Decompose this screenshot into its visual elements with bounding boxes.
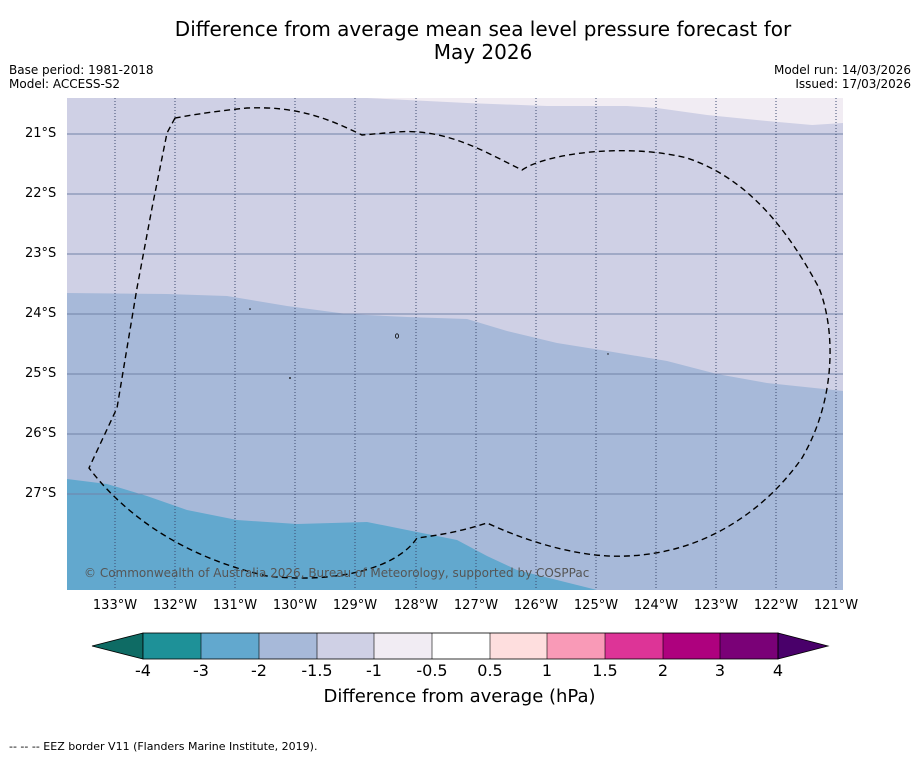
lat-label: 22°S: [25, 186, 57, 201]
colorbar-seg: [317, 633, 374, 659]
colorbar-seg: [490, 633, 547, 659]
colorbar-seg: [547, 633, 605, 659]
model-name: Model: ACCESS-S2: [9, 77, 121, 91]
lon-label: 123°W: [693, 598, 739, 613]
lon-label: 122°W: [753, 598, 799, 613]
colorbar-tick: -2: [251, 661, 267, 680]
colorbar-tick: -0.5: [416, 661, 448, 680]
lon-gridlines: [114, 98, 837, 590]
base-period: Base period: 1981-2018: [9, 63, 154, 77]
colorbar-seg: [143, 633, 201, 659]
band-neg1-5: [67, 293, 843, 590]
colorbar-tick: -3: [193, 661, 209, 680]
band-neg0-5: [367, 98, 843, 125]
map-panel: [67, 98, 843, 590]
colorbar-seg: [432, 633, 490, 659]
colorbar-tick: -1: [366, 661, 382, 680]
colorbar-tick: 1.5: [592, 661, 618, 680]
eez-legend: -- -- -- EEZ border V11 (Flanders Marine…: [9, 740, 318, 753]
colorbar-tick: 4: [772, 661, 784, 680]
lon-label: 126°W: [513, 598, 559, 613]
band-neg2: [67, 479, 597, 590]
colorbar-seg: [201, 633, 259, 659]
lon-label: 130°W: [272, 598, 318, 613]
issued-date: Issued: 17/03/2026: [795, 77, 911, 91]
lat-label: 25°S: [25, 366, 57, 381]
lon-label: 124°W: [633, 598, 679, 613]
lat-label: 24°S: [25, 306, 57, 321]
island: [249, 308, 251, 310]
colorbar-tick: 2: [657, 661, 669, 680]
colorbar-arrow-high: [777, 632, 830, 660]
lon-label: 125°W: [573, 598, 619, 613]
colorbar-seg: [374, 633, 432, 659]
lat-label: 23°S: [25, 246, 57, 261]
colorbar-seg: [605, 633, 663, 659]
title-line-2: May 2026: [433, 40, 533, 64]
colorbar-tick: -4: [135, 661, 151, 680]
meta-right: Model run: 14/03/2026 Issued: 17/03/2026: [774, 63, 911, 91]
colorbar-seg: [259, 633, 317, 659]
colorbar-label: Difference from average (hPa): [323, 686, 596, 707]
lon-label: 129°W: [332, 598, 378, 613]
colorbar-arrow-low: [91, 632, 144, 660]
colorbar-frame: [142, 632, 779, 660]
colorbar-tick: 0.5: [477, 661, 503, 680]
lon-label: 131°W: [212, 598, 258, 613]
island: [394, 333, 399, 339]
colorbar: [91, 632, 830, 660]
colorbar-seg: [663, 633, 720, 659]
colorbar-tick: 3: [714, 661, 726, 680]
copyright-notice: © Commonwealth of Australia 2026, Bureau…: [84, 566, 590, 580]
lat-gridlines: [67, 133, 843, 495]
map-title: Difference from average mean sea level p…: [0, 18, 919, 64]
island: [607, 353, 609, 355]
island: [289, 377, 291, 379]
colorbar-dividers: [200, 633, 721, 659]
eez-border: [88, 107, 831, 579]
colorbar-tick: -1.5: [301, 661, 333, 680]
lon-label: 127°W: [453, 598, 499, 613]
lon-label: 132°W: [152, 598, 198, 613]
lat-label: 21°S: [25, 126, 57, 141]
lon-label: 128°W: [393, 598, 439, 613]
meta-left: Base period: 1981-2018 Model: ACCESS-S2: [9, 63, 154, 91]
title-line-1: Difference from average mean sea level p…: [174, 17, 792, 41]
lon-label: 121°W: [813, 598, 859, 613]
lat-label: 27°S: [25, 486, 57, 501]
lon-label: 133°W: [92, 598, 138, 613]
model-run: Model run: 14/03/2026: [773, 63, 911, 77]
lat-label: 26°S: [25, 426, 57, 441]
colorbar-tick: 1: [541, 661, 553, 680]
map-svg: [67, 98, 843, 590]
colorbar-seg: [720, 633, 778, 659]
